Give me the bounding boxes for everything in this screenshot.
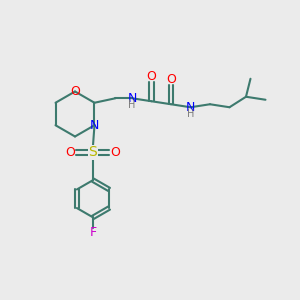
Text: N: N	[127, 92, 137, 105]
Text: O: O	[146, 70, 156, 83]
Text: S: S	[88, 145, 98, 159]
Text: H: H	[187, 109, 194, 119]
Text: N: N	[90, 119, 99, 132]
Text: O: O	[65, 146, 75, 159]
Text: N: N	[186, 101, 195, 114]
Text: H: H	[128, 100, 136, 110]
Text: O: O	[110, 146, 120, 159]
Text: O: O	[70, 85, 80, 98]
Text: O: O	[166, 73, 176, 86]
Text: F: F	[89, 226, 97, 239]
